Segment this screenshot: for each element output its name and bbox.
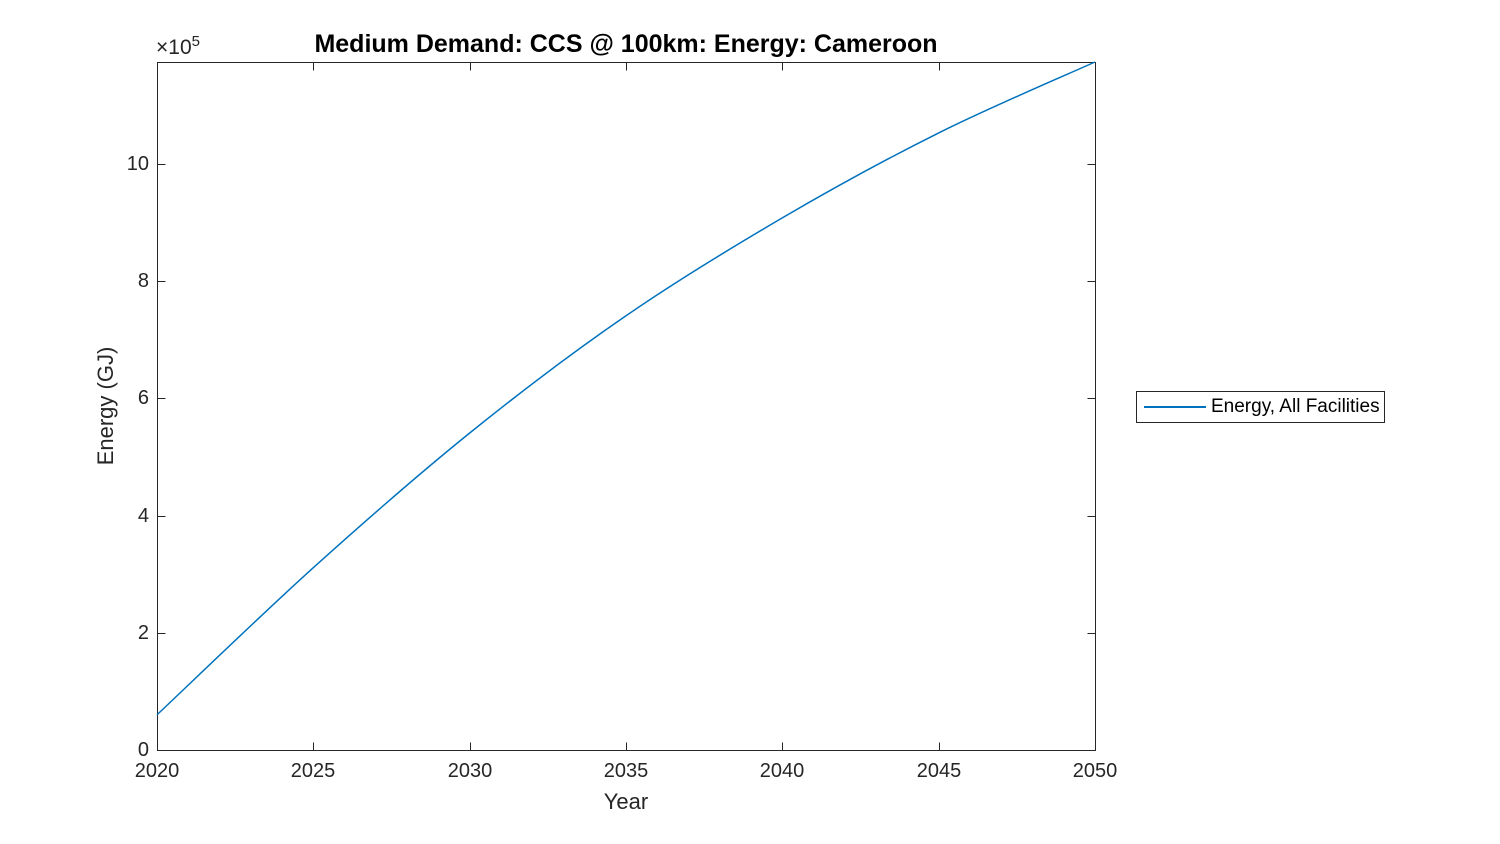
y-tick-label: 0 (137, 739, 149, 761)
legend-entry-label: Energy, All Facilities (1211, 396, 1380, 417)
y-axis-exponent: ×105 (156, 33, 200, 60)
y-axis-exponent-base: ×10 (156, 36, 192, 59)
x-tick-label: 2045 (916, 760, 962, 782)
x-tick-label: 2025 (290, 760, 336, 782)
y-tick-label: 6 (137, 387, 149, 409)
x-tick-label: 2035 (603, 760, 649, 782)
chart-title: Medium Demand: CCS @ 100km: Energy: Came… (314, 30, 938, 58)
y-tick-label: 2 (137, 622, 149, 644)
x-axis-label: Year (603, 789, 649, 814)
x-tick-label: 2040 (759, 760, 805, 782)
series-line-energy (156, 61, 1096, 716)
legend: Energy, All Facilities (1136, 391, 1385, 423)
y-axis-exponent-power: 5 (191, 33, 200, 50)
legend-line-sample (1144, 406, 1206, 408)
y-tick-label: 4 (137, 505, 149, 527)
x-tick-label: 2030 (447, 760, 493, 782)
axes-box (157, 62, 1096, 751)
x-tick-label: 2020 (134, 760, 180, 782)
y-tick-label: 8 (137, 270, 149, 292)
y-tick-label: 10 (126, 153, 149, 175)
x-tick-label: 2050 (1072, 760, 1118, 782)
